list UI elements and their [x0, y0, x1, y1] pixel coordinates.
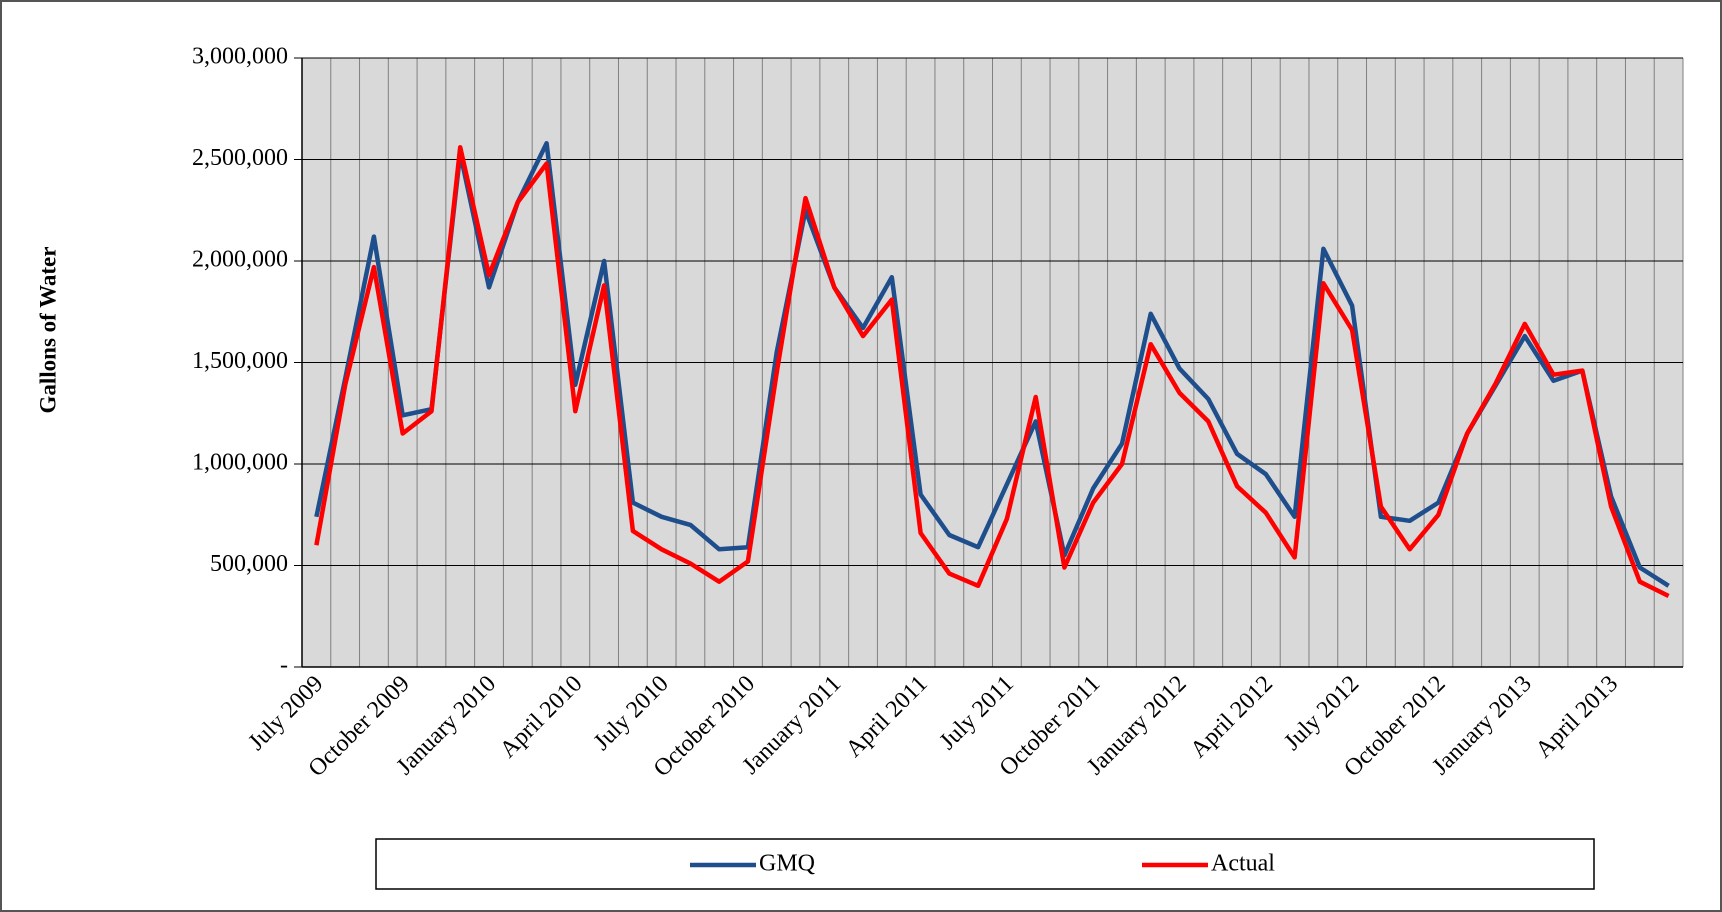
y-tick-label: 2,000,000 [192, 247, 288, 273]
series-line [314, 141, 1670, 588]
y-tick-label: 1,000,000 [192, 450, 288, 476]
y-tick-label: 500,000 [210, 551, 288, 577]
y-tick-label: 3,000,000 [192, 44, 288, 70]
y-tick-label: 1,500,000 [192, 348, 288, 374]
y-tick-label: 2,500,000 [192, 145, 288, 171]
legend-label: GMQ [759, 851, 815, 877]
y-tick-label: - [280, 653, 288, 679]
series-line [314, 145, 1670, 599]
y-axis-title: Gallons of Water [35, 247, 60, 414]
legend-label: Actual [1211, 851, 1275, 877]
legend-box [375, 838, 1595, 890]
